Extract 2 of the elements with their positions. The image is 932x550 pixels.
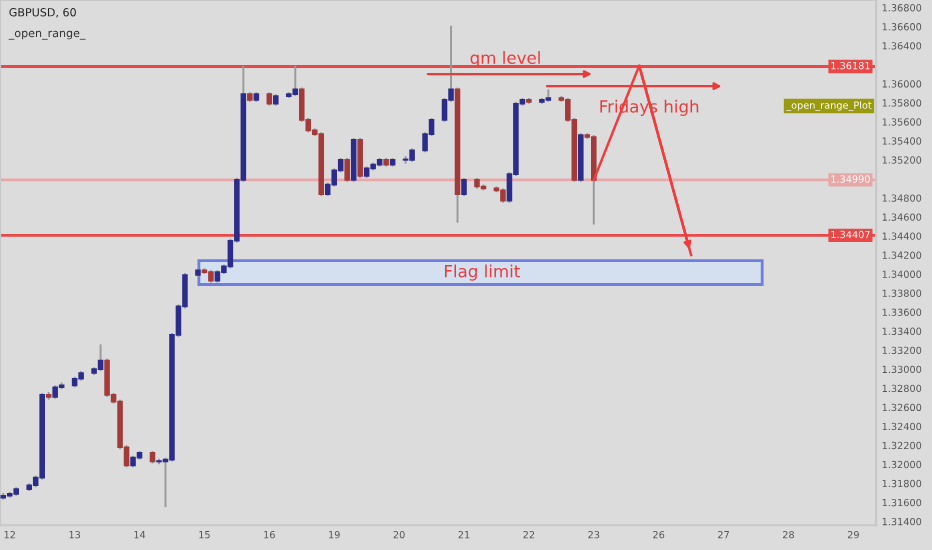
band-label: Flag limit [445, 264, 520, 281]
annotation: qm level [470, 51, 540, 68]
